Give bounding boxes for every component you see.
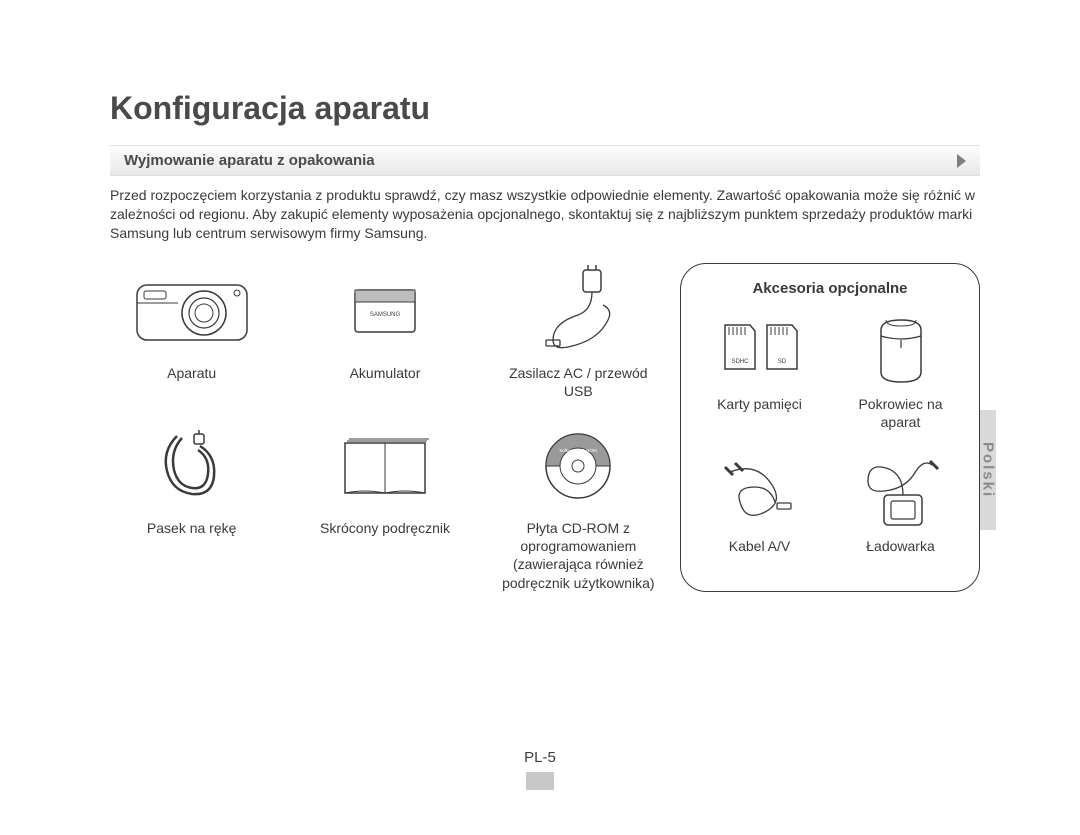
case-icon [866,311,936,389]
footer-bar-icon [526,772,554,790]
opt-memory: SDHC SD Karty pamięci [699,311,820,431]
page-title: Konfiguracja aparatu [110,90,980,127]
optional-accessories-box: Akcesoria opcjonalne SDHC [680,263,980,592]
opt-memory-label: Karty pamięci [717,395,802,413]
opt-av-cable: Kabel A/V [699,453,820,555]
section-heading-text: Wyjmowanie aparatu z opakowania [124,152,375,169]
item-strap: Pasek na rękę [110,418,273,592]
item-adapter: Zasilacz AC / przewód USB [497,263,660,400]
item-battery-label: Akumulator [350,364,421,382]
item-guide-label: Skrócony podręcznik [320,519,450,537]
memory-card-icon: SDHC SD [715,311,805,389]
item-camera-label: Aparatu [167,364,216,382]
svg-text:SD: SD [777,359,786,365]
item-guide: Skrócony podręcznik [303,418,466,592]
section-heading-bar: Wyjmowanie aparatu z opakowania [110,145,980,176]
item-cdrom: Software CD-ROM Płyta CD-ROM z oprogramo… [497,418,660,592]
section-arrow-icon [957,154,966,168]
included-items-grid: Aparatu SAMSUNG Akumulator [110,263,660,592]
intro-paragraph: Przed rozpoczęciem korzystania z produkt… [110,186,980,243]
svg-text:SAMSUNG: SAMSUNG [370,312,401,318]
charger-icon [856,453,946,531]
guide-icon [335,418,435,513]
strap-icon [152,418,232,513]
camera-icon [132,263,252,358]
cdrom-icon: Software CD-ROM [538,418,618,513]
opt-case: Pokrowiec na aparat [840,311,961,431]
av-cable-icon [715,453,805,531]
svg-text:SDHC: SDHC [731,359,749,365]
battery-icon: SAMSUNG [345,263,425,358]
language-side-tab: Polski [980,410,996,530]
page-number: PL-5 [524,749,556,766]
item-strap-label: Pasek na rękę [147,519,237,537]
item-battery: SAMSUNG Akumulator [303,263,466,400]
item-camera: Aparatu [110,263,273,400]
opt-case-label: Pokrowiec na aparat [840,395,961,431]
opt-charger-label: Ładowarka [866,537,935,555]
optional-title: Akcesoria opcjonalne [699,280,961,297]
item-cdrom-label: Płyta CD-ROM z oprogramowaniem (zawieraj… [497,519,660,592]
svg-text:Software CD-ROM: Software CD-ROM [560,448,598,453]
item-adapter-label: Zasilacz AC / przewód USB [497,364,660,400]
opt-charger: Ładowarka [840,453,961,555]
page-footer: PL-5 [0,749,1080,790]
opt-av-label: Kabel A/V [729,537,791,555]
adapter-icon [528,263,628,358]
language-label: Polski [980,442,997,498]
